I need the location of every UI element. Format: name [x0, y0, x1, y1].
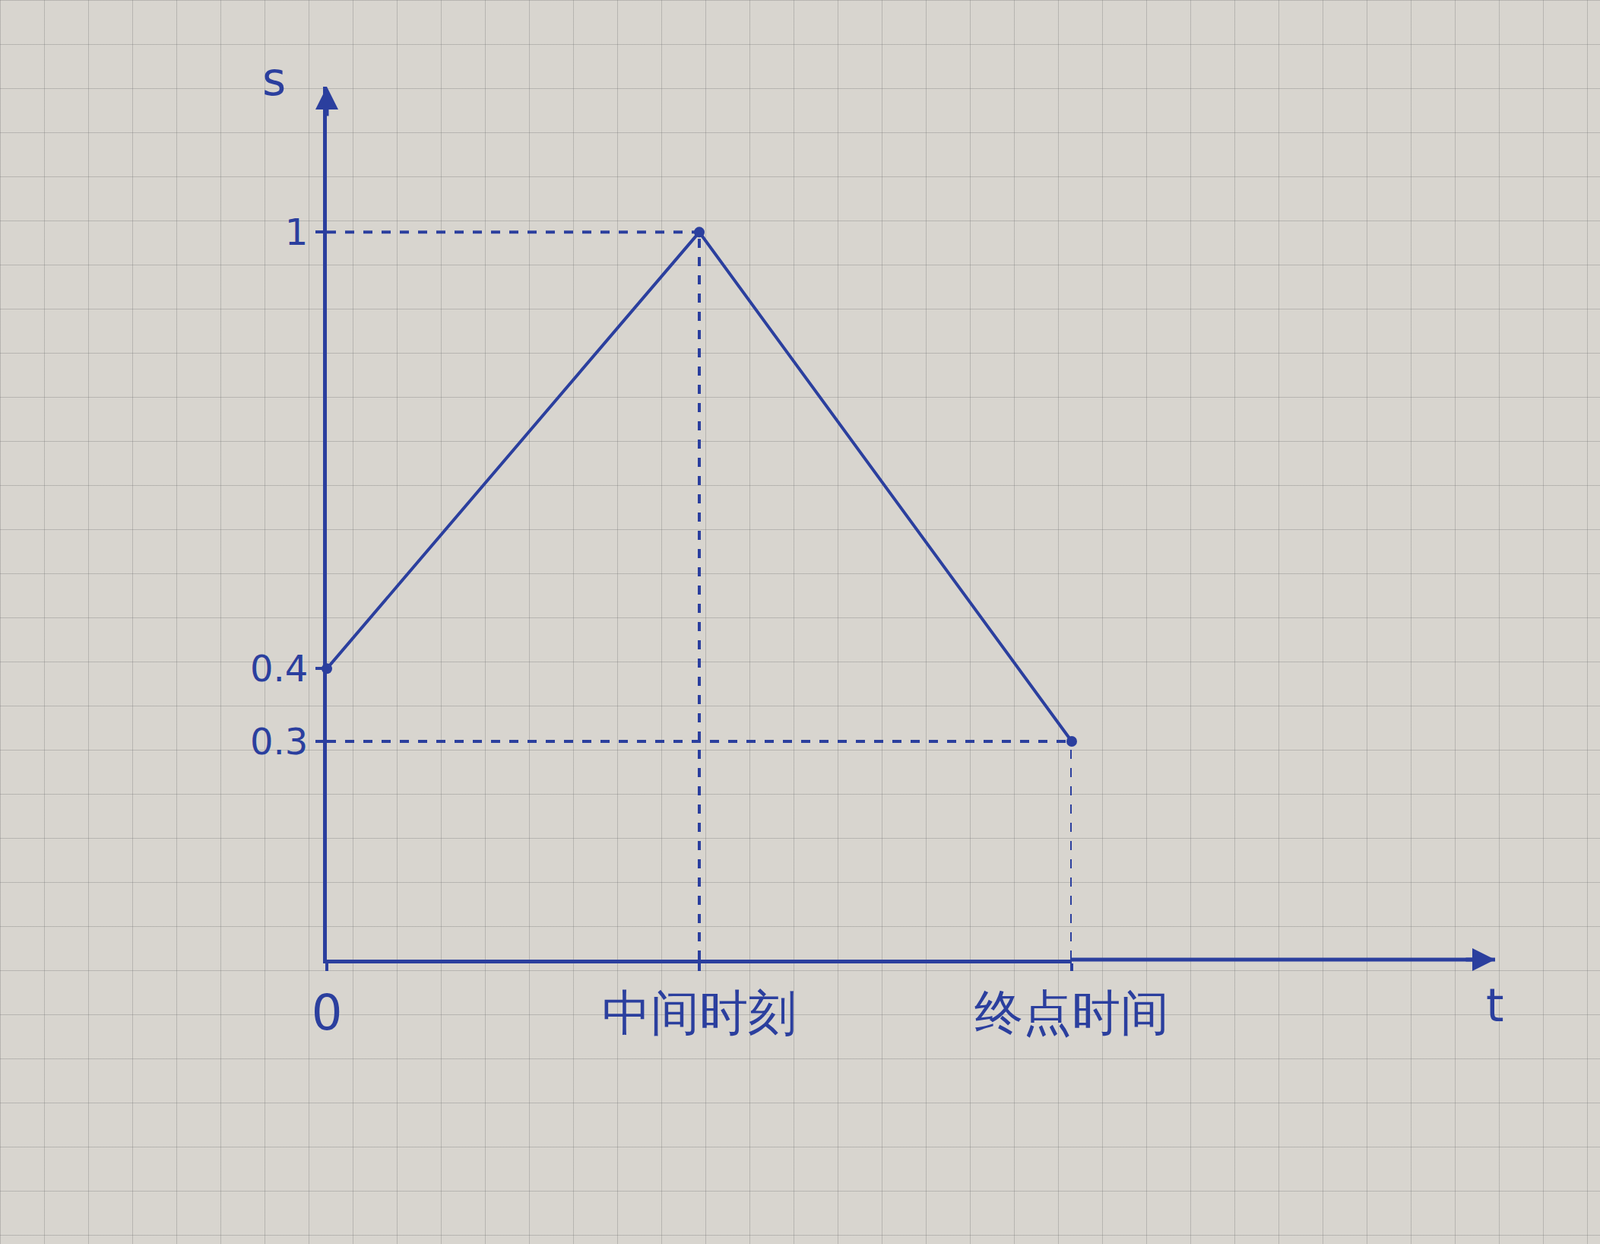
svg-text:t: t [1485, 978, 1505, 1032]
svg-text:0.3: 0.3 [250, 719, 308, 763]
svg-text:终点时间: 终点时间 [974, 984, 1170, 1041]
svg-text:s: s [262, 52, 286, 106]
svg-text:0: 0 [311, 984, 343, 1041]
svg-text:中间时刻: 中间时刻 [601, 984, 797, 1041]
svg-text:0.4: 0.4 [250, 646, 308, 690]
svg-text:1: 1 [285, 210, 309, 254]
